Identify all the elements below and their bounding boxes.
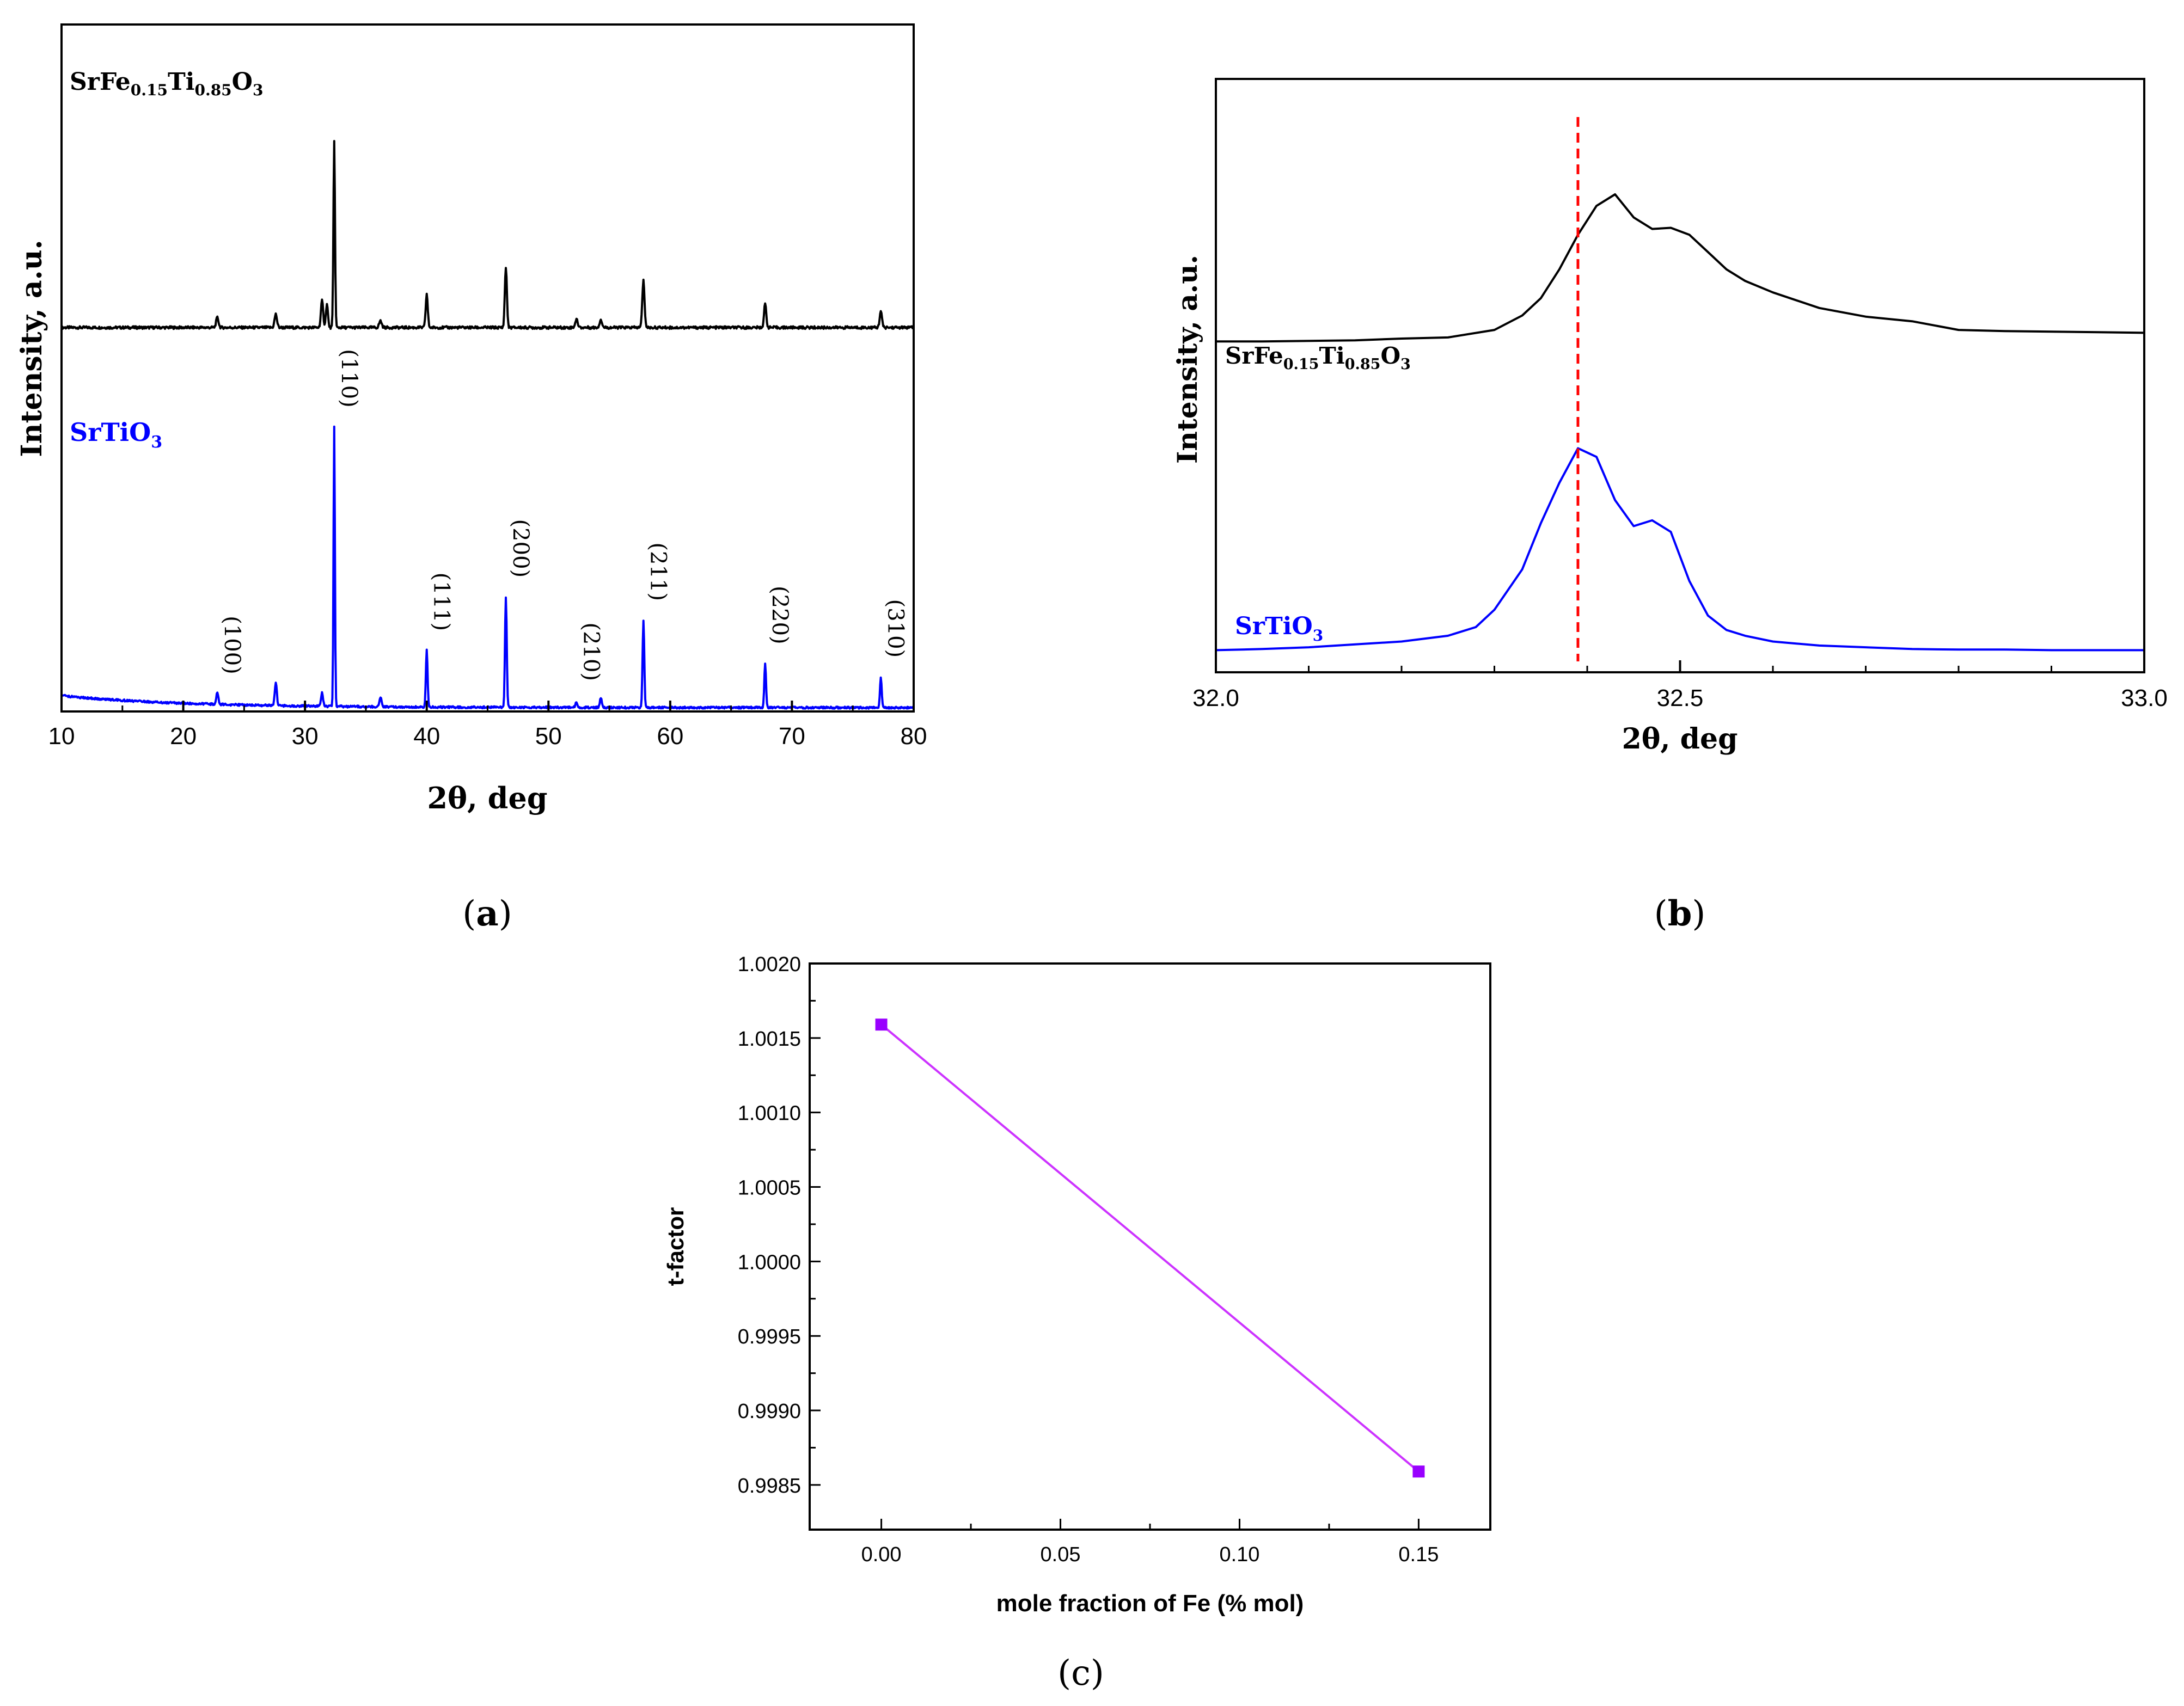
panel-c-frame — [809, 962, 1491, 1531]
panel-b-legend-srfeti: SrFe0.15Ti0.85O3 — [1225, 342, 1411, 373]
panel-a-peak-label: (220) — [767, 586, 792, 645]
panel-c-y-tick-label: 1.0005 — [738, 1177, 801, 1200]
panel-c-x-tick-label: 0.00 — [861, 1543, 902, 1566]
panel-a-series-0 — [60, 140, 915, 330]
panel-a-peak-label: (111) — [429, 573, 454, 631]
panel-c-ticks: 0.9985 0.9990 0.9995 1.0000 1.0005 1.0010 1.00… — [738, 953, 1439, 1566]
panel-c-y-tick-label: 0.9985 — [738, 1475, 801, 1498]
panel-c-x-tick-label: 0.10 — [1219, 1543, 1259, 1566]
panel-a-x-tick-label: 50 — [535, 723, 562, 750]
panel-a-x-axis-label: 2θ, deg — [427, 781, 547, 815]
panel-c-y-tick-label: 1.0015 — [738, 1028, 801, 1051]
panel-b-frame — [1215, 78, 2145, 673]
panel-b-x-tick-label: 32.5 — [1657, 685, 1704, 711]
panel-c-x-tick-label: 0.15 — [1398, 1543, 1439, 1566]
panel-c-y-tick-label: 0.9990 — [738, 1400, 801, 1423]
panel-a-x-tick-label: 20 — [170, 723, 197, 750]
panel-c-series — [875, 1018, 1425, 1478]
panel-a-peak-label: (210) — [579, 622, 604, 681]
panel-a-peak-labels: (100) (110) (111) (200) (210) (211) (220) (310) — [219, 349, 908, 681]
panel-c-y-tick-label: 0.9995 — [738, 1325, 801, 1348]
panel-a-xrd-wide: (100) (110) (111) (200) (210) (211) (220) (310)… — [15, 23, 927, 934]
panel-c-y-axis-label: t-factor — [663, 1207, 688, 1286]
panel-c-series-line — [880, 1023, 1420, 1472]
panel-a-x-tick-label: 10 — [48, 723, 75, 750]
panel-c-y-tick-label: 1.0010 — [738, 1102, 801, 1125]
panel-b-series-0 — [1216, 193, 2145, 343]
panel-b-x-tick-label: 33.0 — [2121, 685, 2168, 711]
panel-c-data-point — [1412, 1465, 1425, 1478]
panel-a-x-ticks: 10 20 30 40 50 60 70 80 — [48, 701, 927, 750]
panel-a-peak-label: (200) — [508, 519, 533, 578]
panel-c-y-tick-label: 1.0020 — [738, 953, 801, 976]
panel-c-x-axis-label: mole fraction of Fe (% mol) — [996, 1590, 1304, 1617]
panel-b-caption: (b) — [1654, 893, 1706, 934]
panel-a-x-tick-label: 40 — [413, 723, 440, 750]
panel-b-x-ticks: 32.0 32.5 33.0 — [1192, 660, 2168, 711]
panel-b-xrd-zoom: 32.0 32.5 33.0 SrFe0.15Ti0.85O3 SrTiO3 Int… — [1171, 78, 2168, 934]
panel-a-peak-label: (110) — [337, 349, 362, 408]
panel-b-legend-srtio3: SrTiO3 — [1235, 612, 1323, 645]
panel-b-x-axis-label: 2θ, deg — [1622, 722, 1738, 756]
panel-b-series-1 — [1215, 447, 2144, 652]
panel-a-peak-label: (310) — [883, 599, 908, 658]
panel-a-x-tick-label: 60 — [657, 723, 683, 750]
panel-a-legend-srtio3: SrTiO3 — [70, 418, 162, 452]
panel-c-caption: (c) — [1057, 1653, 1104, 1693]
panel-a-series-1 — [60, 425, 915, 710]
panel-a-peak-label: (100) — [219, 616, 244, 674]
panel-a-x-tick-label: 70 — [779, 723, 805, 750]
panel-c-data-point — [875, 1018, 888, 1031]
panel-a-y-axis-label: Intensity, a.u. — [15, 240, 48, 457]
panel-a-peak-label: (211) — [646, 542, 671, 601]
panel-c-x-tick-label: 0.05 — [1041, 1543, 1081, 1566]
panel-a-x-tick-label: 30 — [292, 723, 319, 750]
panel-a-legend-frfeti: SrFe0.15Ti0.85O3 — [70, 68, 263, 99]
panel-b-traces — [1215, 117, 2145, 661]
panel-b-y-axis-label: Intensity, a.u. — [1171, 255, 1203, 464]
panel-c-y-tick-label: 1.0000 — [738, 1251, 801, 1274]
panel-a-caption: (a) — [462, 893, 512, 934]
panel-b-x-tick-label: 32.0 — [1192, 685, 1239, 711]
panel-c-t-factor: 0.9985 0.9990 0.9995 1.0000 1.0005 1.0010 1.00… — [663, 953, 1491, 1693]
panel-a-x-tick-label: 80 — [901, 723, 927, 750]
